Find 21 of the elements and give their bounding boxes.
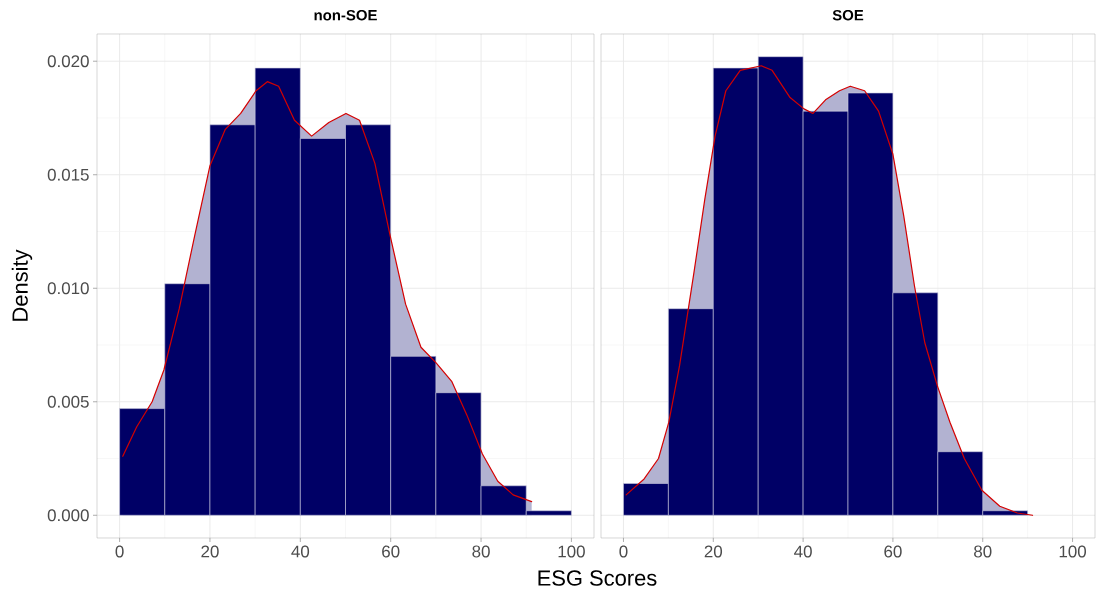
y-tick-label: 0.005 [47, 395, 89, 408]
x-tick-label: 40 [291, 545, 310, 558]
y-tick-label: 0.015 [47, 168, 89, 181]
y-tick-label: 0.020 [47, 55, 89, 68]
y-axis-title: Density [11, 249, 33, 321]
x-tick-label: 20 [704, 545, 723, 558]
y-tick-label: 0.010 [47, 282, 89, 295]
x-tick-label: 80 [472, 545, 490, 558]
x-tick-label: 60 [884, 545, 902, 558]
x-tick-label: 60 [382, 545, 400, 558]
x-axis-title: ESG Scores [538, 570, 657, 586]
x-tick-label: 0 [619, 545, 628, 558]
chart-title: SOE [832, 9, 864, 21]
y-tick-label: 0.000 [47, 509, 89, 522]
x-tick-label: 20 [201, 545, 219, 558]
x-tick-label: 100 [558, 545, 585, 558]
chart-title: non-SOE [314, 9, 377, 21]
x-tick-label: 100 [1059, 545, 1087, 558]
x-tick-label: 40 [794, 545, 812, 558]
x-tick-label: 80 [974, 545, 992, 558]
x-tick-label: 0 [115, 545, 124, 558]
